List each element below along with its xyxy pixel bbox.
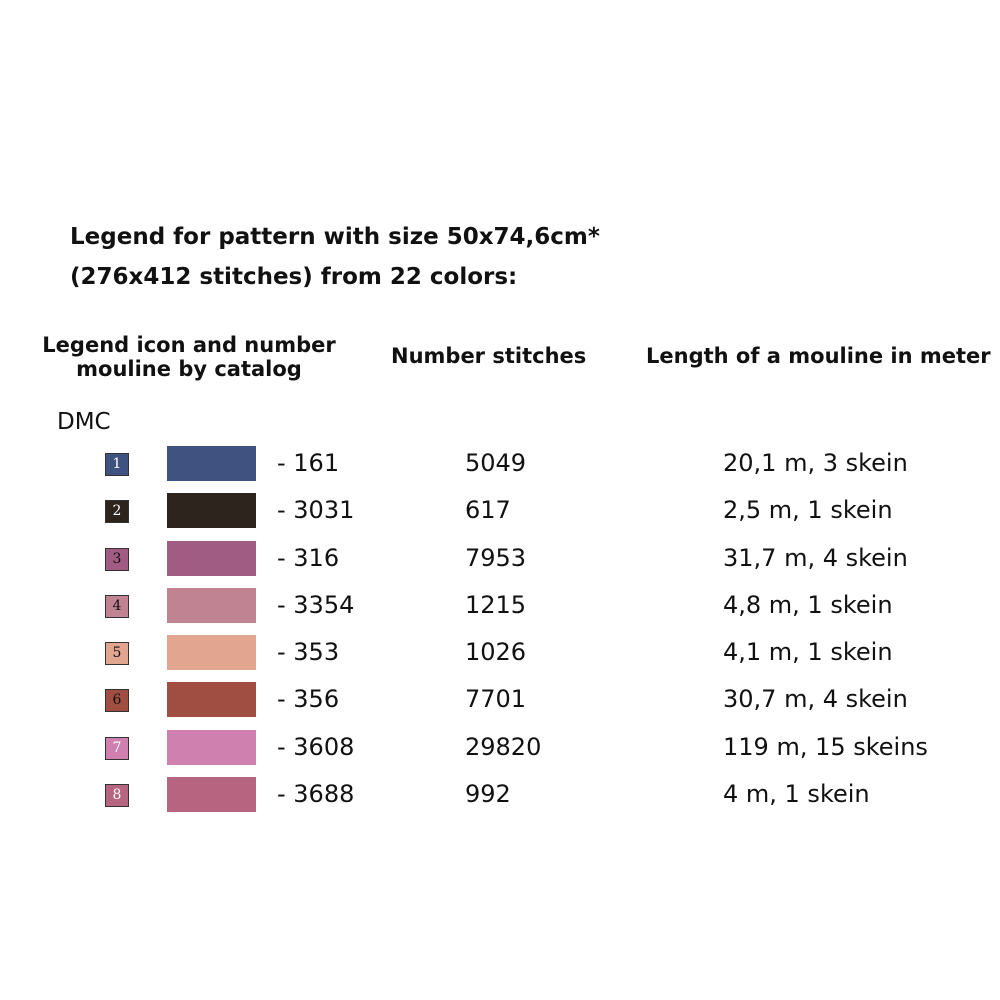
header-legend-icon-line2: mouline by catalog (76, 357, 302, 381)
legend-number-icon: 1 (105, 453, 129, 476)
legend-number-icon: 5 (105, 642, 129, 666)
stitch-count: 1215 (465, 590, 527, 619)
legend-row: 6 - 356 7701 30,7 m, 4 skein (0, 682, 1000, 729)
header-number-stitches: Number stitches (391, 344, 587, 368)
mouline-code: - 3354 (277, 590, 355, 619)
color-swatch (167, 493, 256, 529)
legend-rows: 1 - 161 5049 20,1 m, 3 skein 2 - 3031 617 2,5 m… (0, 446, 1000, 824)
legend-title: Legend for pattern with size 50x74,6cm* (70, 224, 600, 250)
legend-row: 8 - 3688 992 4 m, 1 skein (0, 777, 1000, 824)
mouline-length: 2,5 m, 1 skein (723, 496, 893, 525)
color-swatch (167, 777, 256, 813)
header-length: Length of a mouline in meter (646, 344, 991, 368)
color-swatch (167, 635, 256, 671)
mouline-length: 4,1 m, 1 skein (723, 638, 893, 667)
legend-number-icon: 8 (105, 784, 129, 808)
mouline-code: - 356 (277, 685, 340, 714)
mouline-code: - 3031 (277, 496, 355, 525)
mouline-length: 20,1 m, 3 skein (723, 449, 908, 477)
color-swatch (167, 446, 256, 481)
legend-number-icon: 4 (105, 594, 129, 618)
mouline-code: - 316 (277, 543, 340, 572)
stitch-count: 5049 (465, 449, 527, 477)
header-legend-icon: Legend icon and number mouline by catalo… (36, 333, 342, 381)
mouline-length: 4,8 m, 1 skein (723, 590, 893, 619)
legend-row: 2 - 3031 617 2,5 m, 1 skein (0, 493, 1000, 540)
mouline-length: 31,7 m, 4 skein (723, 543, 908, 572)
mouline-code: - 3688 (277, 780, 355, 809)
legend-row: 4 - 3354 1215 4,8 m, 1 skein (0, 587, 1000, 635)
mouline-code: - 353 (277, 638, 340, 667)
color-swatch (167, 587, 256, 623)
legend-number-icon: 2 (105, 500, 129, 524)
brand-label: DMC (57, 409, 111, 435)
stitch-count: 7701 (465, 685, 527, 714)
mouline-code: - 161 (277, 449, 340, 477)
stitch-count: 617 (465, 496, 511, 525)
mouline-length: 119 m, 15 skeins (723, 732, 928, 761)
color-swatch (167, 729, 256, 765)
stitch-count: 29820 (465, 732, 542, 761)
legend-number-icon: 3 (105, 547, 129, 571)
mouline-length: 30,7 m, 4 skein (723, 685, 908, 714)
header-legend-icon-line1: Legend icon and number (42, 333, 336, 357)
legend-number-icon: 6 (105, 689, 129, 713)
mouline-code: - 3608 (277, 732, 355, 761)
stitch-count: 992 (465, 780, 511, 809)
stitch-count: 7953 (465, 543, 527, 572)
legend-row: 5 - 353 1026 4,1 m, 1 skein (0, 635, 1000, 682)
mouline-length: 4 m, 1 skein (723, 780, 870, 809)
legend-row: 7 - 3608 29820 119 m, 15 skeins (0, 729, 1000, 777)
stitch-count: 1026 (465, 638, 527, 667)
legend-subtitle: (276x412 stitches) from 22 colors: (70, 264, 518, 290)
color-swatch (167, 682, 256, 718)
legend-row: 3 - 316 7953 31,7 m, 4 skein (0, 540, 1000, 588)
legend-number-icon: 7 (105, 736, 129, 760)
legend-row: 1 - 161 5049 20,1 m, 3 skein (0, 446, 1000, 493)
color-swatch (167, 540, 256, 576)
